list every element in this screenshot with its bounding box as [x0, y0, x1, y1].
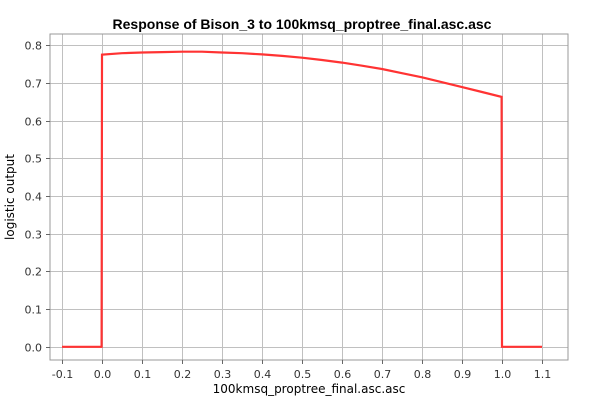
y-tick-label: 0.8: [25, 40, 43, 53]
x-tick-label: 0.9: [454, 368, 472, 381]
y-tick-label: 0.2: [25, 266, 43, 279]
y-tick-label: 0.5: [25, 153, 43, 166]
x-axis-label: 100kmsq_proptree_final.asc.asc: [213, 382, 406, 396]
x-tick-label: 0.2: [174, 368, 192, 381]
x-tick-label: 0.7: [374, 368, 392, 381]
series-layer: [62, 50, 542, 348]
y-axis-label: logistic output: [3, 154, 17, 240]
chart-title: Response of Bison_3 to 100kmsq_proptree_…: [113, 16, 492, 32]
x-tick-label: 0.0: [94, 368, 112, 381]
y-tick-label: 0.0: [25, 342, 43, 355]
tick-layer: -0.1 0.0 0.1 0.2 0.3 0.4 0.5 0.6 0.7 0.8 0.9 1.0 1.1…: [25, 40, 552, 382]
x-tick-label: 0.6: [334, 368, 352, 381]
x-tick-label: 1.0: [494, 368, 512, 381]
x-tick-label: 0.8: [414, 368, 432, 381]
x-tick-label: 0.5: [294, 368, 312, 381]
y-tick-label: 0.1: [25, 304, 43, 317]
response-curve: [62, 50, 542, 348]
y-tick-label: 0.7: [25, 78, 43, 91]
x-tick-label: 1.1: [534, 368, 552, 381]
x-tick-label: -0.1: [52, 368, 73, 381]
x-tick-label: 0.3: [214, 368, 232, 381]
x-tick-label: 0.1: [134, 368, 152, 381]
y-tick-label: 0.6: [25, 116, 43, 129]
y-tick-label: 0.3: [25, 229, 43, 242]
y-tick-label: 0.4: [25, 191, 43, 204]
x-tick-label: 0.4: [254, 368, 272, 381]
